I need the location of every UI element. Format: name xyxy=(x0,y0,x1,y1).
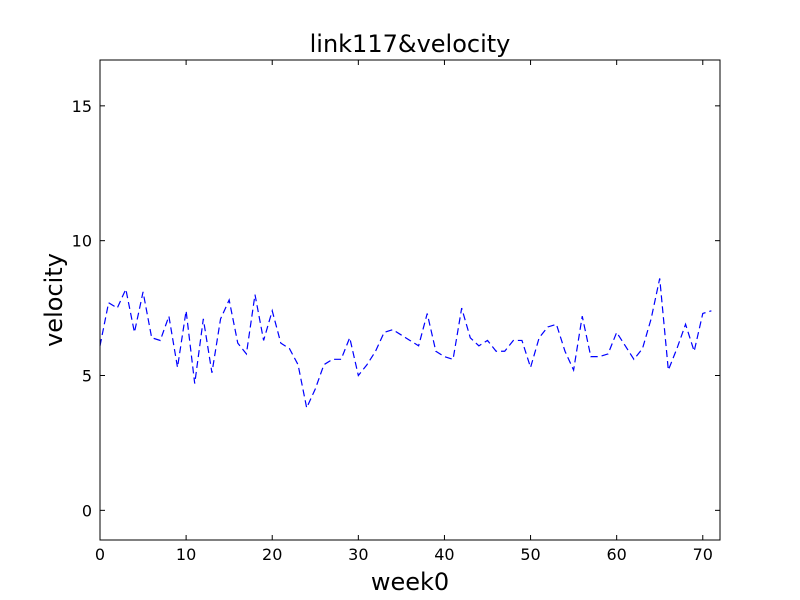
x-tick-label: 0 xyxy=(95,545,105,564)
ticks: 0 10 20 30 40 50 60 70 0 5 10 15 xyxy=(72,60,720,564)
series-line-0 xyxy=(99,278,712,410)
y-tick-label: 5 xyxy=(82,367,92,386)
x-tick-label: 30 xyxy=(348,545,368,564)
y-tick-label: 0 xyxy=(82,501,92,520)
x-tick-label: 10 xyxy=(176,545,196,564)
y-axis-label: velocity xyxy=(40,253,68,347)
x-tick-label: 20 xyxy=(262,545,282,564)
x-tick-label: 40 xyxy=(434,545,454,564)
y-tick-label: 15 xyxy=(72,97,92,116)
y-tick-label: 10 xyxy=(72,232,92,251)
chart-title: link117&velocity xyxy=(310,30,511,58)
axes-frame xyxy=(99,59,721,541)
x-axis-label: week0 xyxy=(371,568,449,596)
axes xyxy=(99,59,721,541)
x-tick-label: 70 xyxy=(693,545,713,564)
x-tick-label: 60 xyxy=(606,545,626,564)
plot-area xyxy=(99,278,712,410)
x-tick-label: 50 xyxy=(520,545,540,564)
